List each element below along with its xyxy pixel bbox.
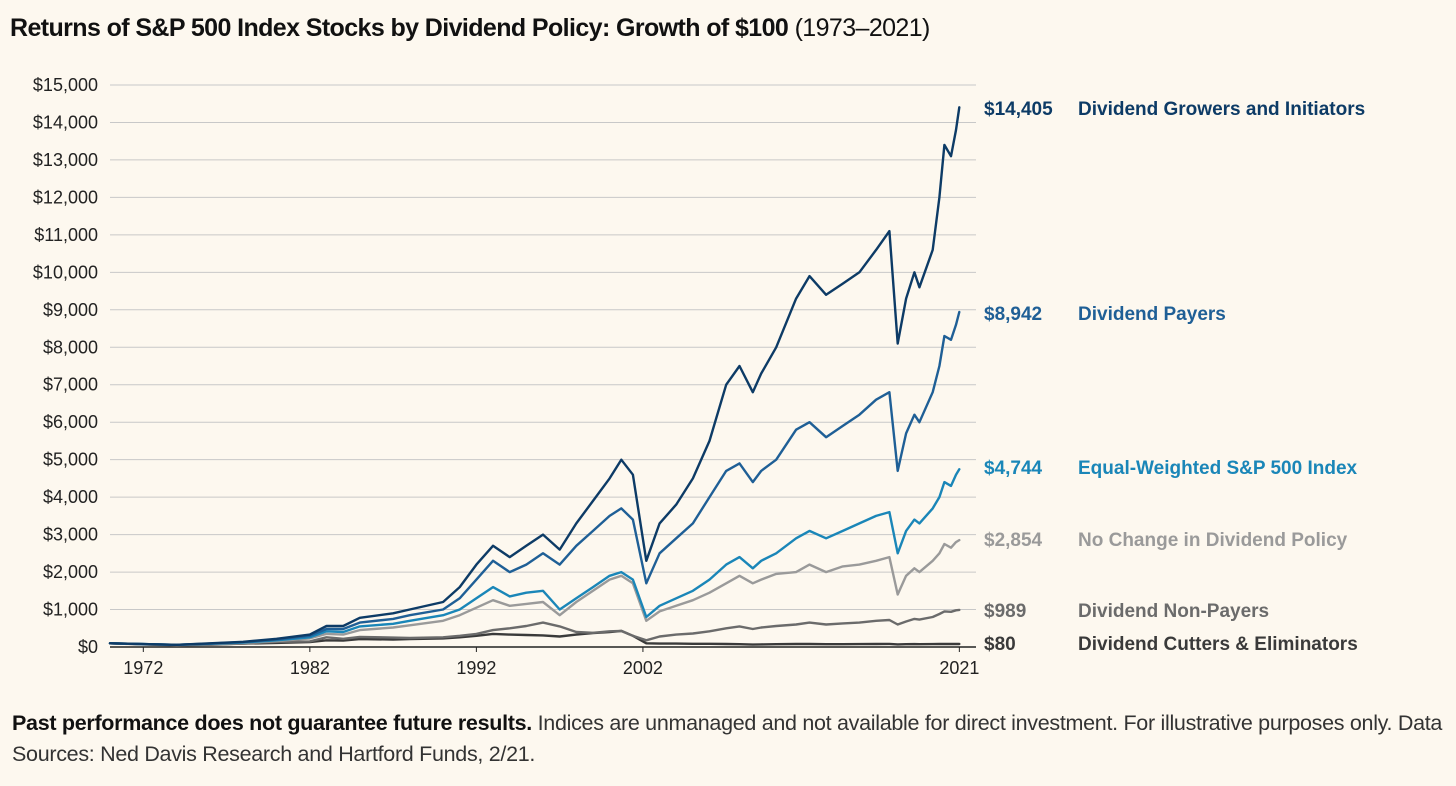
series-line-growers [108,106,961,646]
chart-title-period: (1973–2021) [794,14,931,42]
x-tick-label: 1972 [123,658,163,678]
y-axis-tick-labels: $0 $1,000 $2,000 $3,000 $4,000 $5,000 $6,000 $7… [33,75,98,657]
y-tick-label: $4,000 [43,487,98,507]
footnote-text: Indices are unmanaged and not available … [12,711,1443,766]
footnote: Past performance does not guarantee futu… [12,708,1448,770]
end-value-no_change: $2,854 [984,530,1043,551]
end-value-cutters: $80 [984,634,1016,655]
y-tick-label: $1,000 [43,600,98,620]
y-tick-label: $10,000 [33,262,98,282]
series-line-no_change [108,538,961,647]
y-tick-label: $15,000 [33,75,98,95]
x-axis-tick-labels: 1972 1982 1992 2002 2021 [123,647,979,678]
y-tick-label: $14,000 [33,112,98,132]
series-label-payers: Dividend Payers [1078,304,1226,325]
x-tick-label: 1982 [290,658,330,678]
y-tick-label: $12,000 [33,187,98,207]
x-tick-label: 2021 [939,658,979,678]
series-label-cutters: Dividend Cutters & Eliminators [1078,634,1358,655]
series-label-growers: Dividend Growers and Initiators [1078,99,1365,120]
series-lines [108,106,961,647]
y-tick-label: $0 [78,637,98,657]
y-tick-label: $6,000 [43,412,98,432]
series-line-non_payers [108,608,961,647]
y-tick-label: $3,000 [43,525,98,545]
series-label-non_payers: Dividend Non-Payers [1078,601,1269,622]
y-tick-label: $11,000 [34,225,98,245]
y-tick-label: $13,000 [33,150,98,170]
end-value-growers: $14,405 [984,99,1053,120]
end-value-non_payers: $989 [984,601,1026,622]
y-tick-label: $8,000 [43,337,98,357]
x-tick-label: 2002 [623,658,663,678]
end-value-payers: $8,942 [984,304,1042,325]
y-tick-label: $5,000 [43,450,98,470]
footnote-disclaimer: Past performance does not guarantee futu… [12,711,532,735]
line-chart: $0 $1,000 $2,000 $3,000 $4,000 $5,000 $6,000 $7… [33,75,1365,678]
x-tick-label: 1992 [456,658,496,678]
series-line-cutters [108,629,961,647]
series-label-equal: Equal-Weighted S&P 500 Index [1078,458,1358,479]
chart-title-main: Returns of S&P 500 Index Stocks by Divid… [10,14,789,42]
y-tick-label: $9,000 [43,300,98,320]
chart-title: Returns of S&P 500 Index Stocks by Divid… [10,14,930,43]
series-line-equal [108,468,961,646]
series-line-payers [108,310,961,646]
series-end-labels: $14,405 Dividend Growers and Initiators $8… [984,99,1365,655]
grid-lines [110,84,976,648]
y-tick-label: $7,000 [43,375,98,395]
series-label-no_change: No Change in Dividend Policy [1078,530,1348,551]
y-tick-label: $2,000 [43,562,98,582]
end-value-equal: $4,744 [984,458,1043,479]
